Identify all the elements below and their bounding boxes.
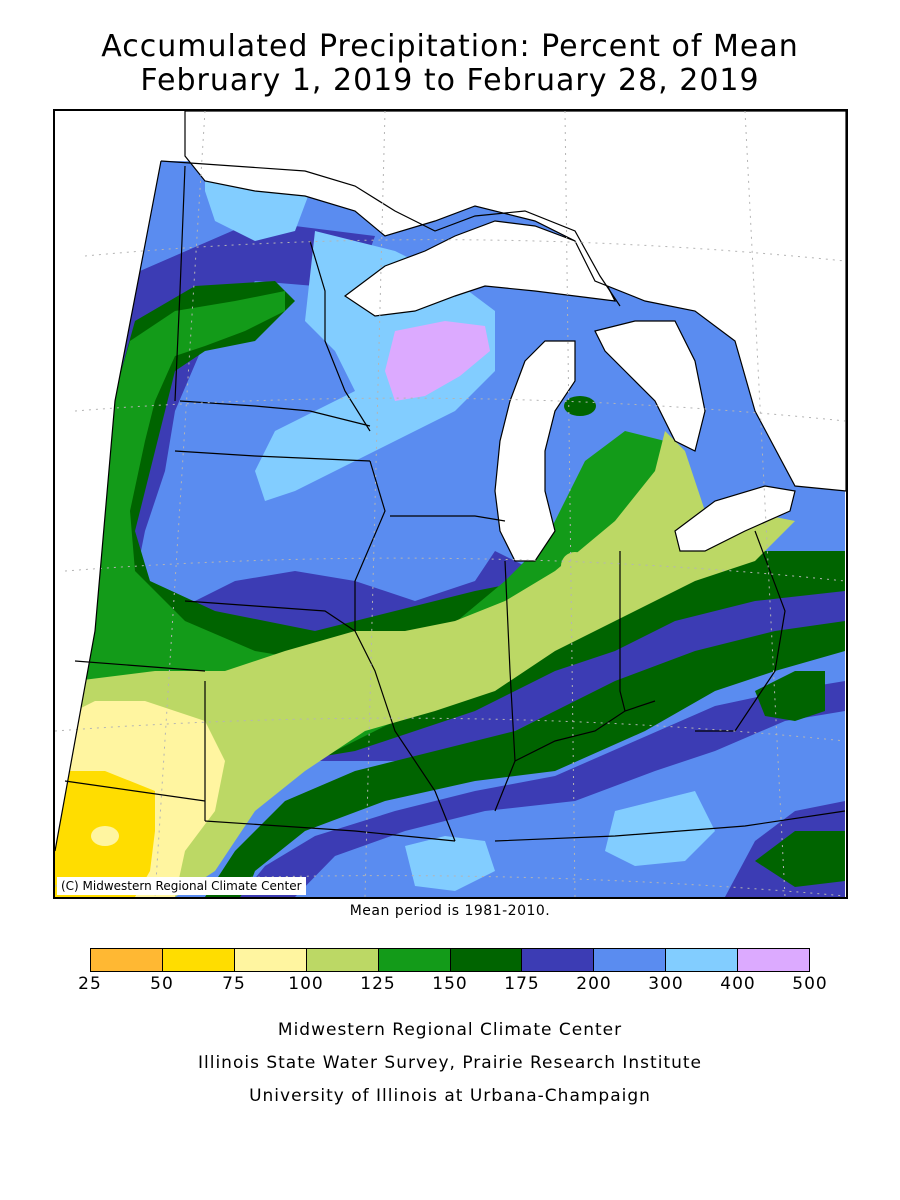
- lake-huron: [594, 320, 706, 452]
- color-legend-bar: [90, 948, 810, 972]
- graticule: [55, 111, 846, 897]
- legend-tick-label: 50: [150, 974, 174, 994]
- legend-tick-label: 175: [504, 974, 540, 994]
- credit-line-1: Midwestern Regional Climate Center: [277, 1020, 623, 1040]
- border-sd-ia: [174, 450, 371, 462]
- legend-swatch-3: [306, 949, 379, 971]
- legend-tick-label: 125: [360, 974, 396, 994]
- band-150-southeast: [755, 831, 845, 887]
- border-ne-ks: [74, 660, 206, 672]
- band-150-spot-michigan: [564, 396, 596, 416]
- legend-swatch-2: [234, 949, 307, 971]
- state-boundaries: [64, 160, 846, 842]
- border-ky-tn: [494, 810, 846, 842]
- band-75-spot-southwest: [91, 826, 119, 846]
- band-300-southeast: [605, 791, 715, 866]
- legend-tick-label: 100: [288, 974, 324, 994]
- border-in-oh: [619, 551, 626, 712]
- canada-land: [184, 111, 846, 492]
- band-100-spot-indiana: [561, 552, 589, 580]
- color-legend-ticks: 25 50 75 100 125 150 175 200 300 400 500: [78, 974, 827, 998]
- legend-swatch-7: [594, 949, 667, 971]
- copyright-label: (C) Midwestern Regional Climate Center: [57, 877, 306, 895]
- border-ia-il: [354, 460, 386, 631]
- legend-swatch-1: [162, 949, 235, 971]
- lake-erie: [674, 485, 796, 552]
- border-ky-in: [514, 700, 656, 762]
- legend-tick-label: 75: [222, 974, 246, 994]
- lake-michigan: [494, 340, 576, 562]
- band-150-west: [95, 281, 845, 761]
- map-title-line-2: February 1, 2019 to February 28, 2019: [140, 63, 760, 98]
- band-100-spot-illinois: [460, 641, 500, 671]
- band-300-south-il: [405, 836, 495, 891]
- band-150-south: [205, 621, 845, 897]
- map-canvas: [55, 111, 846, 897]
- map-edge: [55, 160, 162, 852]
- legend-swatch-8: [666, 949, 739, 971]
- legend-swatch-9: [738, 949, 810, 971]
- border-mn-wi: [309, 240, 371, 432]
- border-ia-mo: [184, 600, 356, 632]
- legend-tick-label: 300: [648, 974, 684, 994]
- great-lakes: [184, 111, 846, 562]
- legend-tick-label: 400: [720, 974, 756, 994]
- legend-swatch-5: [450, 949, 523, 971]
- legend-tick-label: 500: [792, 974, 828, 994]
- legend-tick-label: 25: [78, 974, 102, 994]
- map-title-line-1: Accumulated Precipitation: Percent of Me…: [101, 29, 799, 64]
- credit-line-2: Illinois State Water Survey, Prairie Res…: [198, 1053, 702, 1073]
- credit-line-3: University of Illinois at Urbana-Champai…: [249, 1086, 651, 1106]
- legend-swatch-4: [378, 949, 451, 971]
- precipitation-map: (C) Midwestern Regional Climate Center: [53, 109, 848, 899]
- border-wi-il: [390, 515, 506, 522]
- mean-period-note: Mean period is 1981-2010.: [349, 903, 551, 919]
- border-il-mo: [354, 630, 456, 842]
- border-nd-mn: [174, 165, 186, 402]
- border-canada-us: [160, 160, 621, 307]
- border-ok-ks: [64, 780, 206, 802]
- band-175-south: [240, 681, 845, 897]
- band-100-central: [55, 431, 795, 897]
- band-100-spot-iowa: [310, 661, 350, 691]
- legend-tick-label: 200: [576, 974, 612, 994]
- legend-swatch-6: [522, 949, 595, 971]
- band-400-wisconsin: [385, 321, 490, 401]
- band-150-ohio: [755, 671, 825, 721]
- border-oh-wv: [695, 530, 786, 732]
- border-mo-ar: [204, 820, 456, 842]
- border-mn-ia: [179, 400, 371, 427]
- border-il-in: [494, 560, 516, 812]
- legend-tick-label: 150: [432, 974, 468, 994]
- legend-swatch-0: [91, 949, 163, 971]
